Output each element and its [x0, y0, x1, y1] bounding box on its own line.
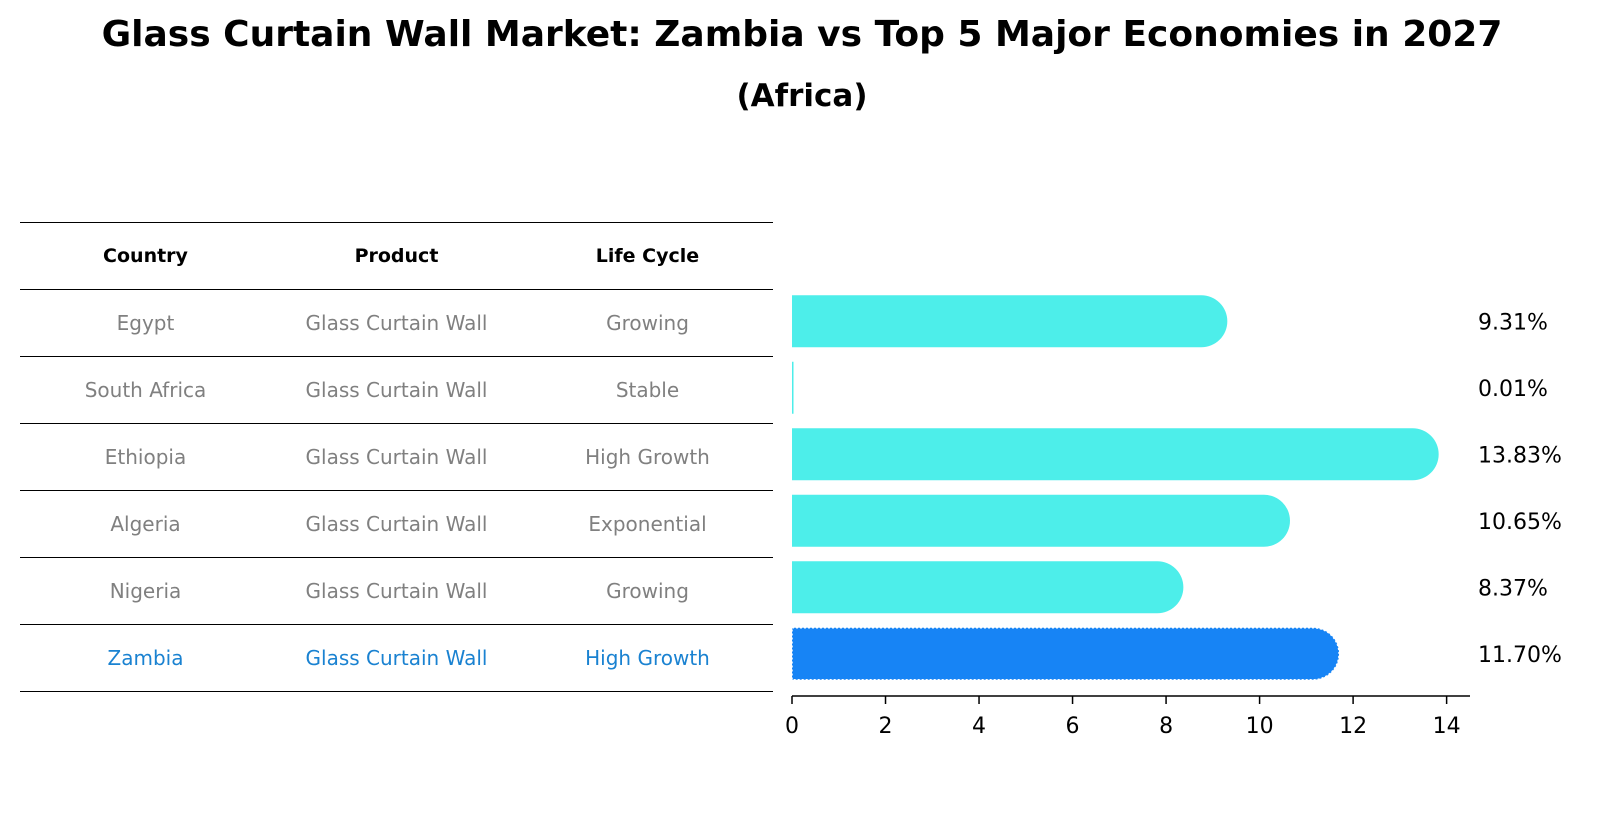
x-tick-label: 10: [1246, 714, 1274, 739]
value-label: 10.65%: [1478, 510, 1562, 535]
cell-country: Zambia: [107, 646, 184, 670]
table-row: Nigeria Glass Curtain Wall Growing: [20, 557, 773, 624]
x-tick-label: 2: [879, 714, 893, 739]
header-product: Product: [354, 245, 439, 267]
cell-life-cycle: Growing: [606, 579, 689, 603]
value-label: 8.37%: [1478, 576, 1548, 601]
chart-subtitle: (Africa): [736, 78, 868, 114]
x-tick-label: 6: [1066, 714, 1080, 739]
cell-life-cycle: High Growth: [585, 646, 710, 670]
cell-product: Glass Curtain Wall: [305, 445, 488, 469]
value-label: 13.83%: [1478, 443, 1562, 468]
cell-life-cycle: Growing: [606, 311, 689, 335]
cell-product: Glass Curtain Wall: [305, 512, 488, 536]
cell-product: Glass Curtain Wall: [305, 579, 488, 603]
table-row: Egypt Glass Curtain Wall Growing: [20, 289, 773, 356]
x-tick-label: 0: [785, 714, 799, 739]
table-row: Ethiopia Glass Curtain Wall High Growth: [20, 423, 773, 490]
value-label: 9.31%: [1478, 310, 1548, 335]
table-row: Algeria Glass Curtain Wall Exponential: [20, 490, 773, 557]
cell-country: Nigeria: [109, 579, 182, 603]
bar-nigeria: [792, 561, 1184, 614]
x-tick-label: 14: [1433, 714, 1461, 739]
header-life-cycle: Life Cycle: [595, 245, 700, 267]
cell-life-cycle: Exponential: [588, 512, 707, 536]
cell-product: Glass Curtain Wall: [305, 646, 488, 670]
cell-country: Egypt: [116, 311, 175, 335]
header-country: Country: [103, 245, 188, 267]
cell-life-cycle: Stable: [615, 378, 680, 402]
bar-algeria: [792, 494, 1290, 547]
cell-country: Ethiopia: [104, 445, 187, 469]
cell-product: Glass Curtain Wall: [305, 311, 488, 335]
x-tick-label: 8: [1159, 714, 1173, 739]
bar-south-africa: [792, 361, 794, 414]
bar-zambia: [791, 627, 1340, 681]
value-label: 11.70%: [1478, 643, 1562, 668]
market-table: Country Product Life Cycle Egypt Glass C…: [20, 222, 773, 692]
table-row: South Africa Glass Curtain Wall Stable: [20, 356, 773, 423]
cell-product: Glass Curtain Wall: [305, 378, 488, 402]
chart-title: Glass Curtain Wall Market: Zambia vs Top…: [101, 14, 1503, 55]
x-tick-label: 12: [1339, 714, 1367, 739]
x-tick-label: 4: [972, 714, 986, 739]
bar-egypt: [792, 295, 1228, 348]
cell-country: Algeria: [110, 512, 181, 536]
bar-ethiopia: [792, 428, 1439, 481]
value-label: 0.01%: [1478, 377, 1548, 402]
table-row-highlighted: Zambia Glass Curtain Wall High Growth: [20, 624, 773, 692]
cell-country: South Africa: [84, 378, 207, 402]
cell-life-cycle: High Growth: [585, 445, 710, 469]
table-header-row: Country Product Life Cycle: [20, 222, 773, 289]
